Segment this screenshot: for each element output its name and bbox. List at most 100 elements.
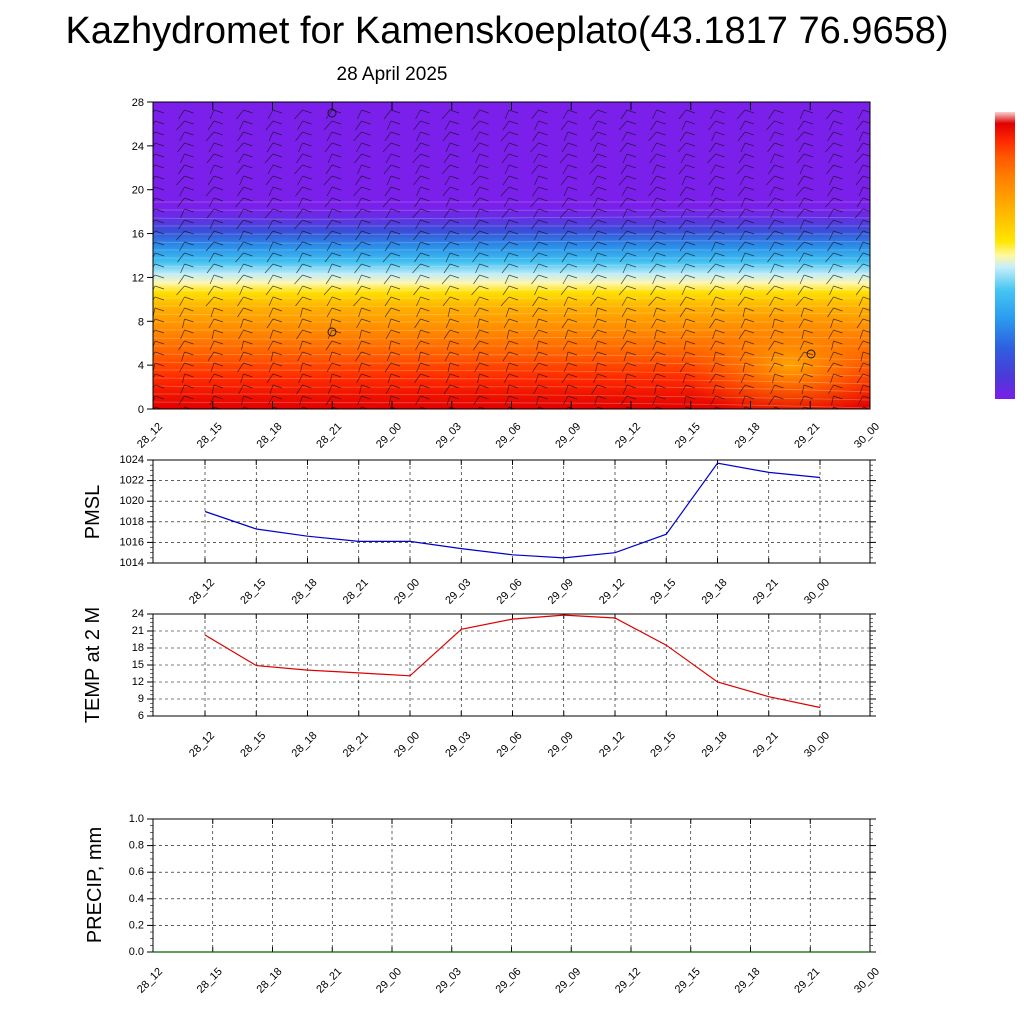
- y-tick-label: 0.8: [129, 840, 144, 852]
- precip-ylabel: PRECIP, mm: [84, 827, 106, 943]
- x-tick-label: 29_00: [374, 966, 404, 996]
- wind-barb: [236, 109, 253, 120]
- wind-barb: [678, 164, 696, 175]
- x-tick-label: 29_09: [553, 966, 583, 996]
- wind-barb: [416, 131, 430, 142]
- wind-barb: [652, 274, 666, 285]
- wind-barb: [560, 230, 578, 241]
- wind-barb: [209, 395, 224, 406]
- wind-barb: [562, 274, 578, 285]
- wind-barb: [268, 241, 283, 252]
- wind-barb: [562, 340, 578, 351]
- wind-barb: [740, 373, 755, 384]
- wind-barb: [737, 186, 755, 197]
- wind-barb: [768, 219, 784, 230]
- wind-barb: [708, 175, 725, 186]
- wind-barb: [472, 252, 489, 263]
- wind-barb: [857, 340, 870, 351]
- wind-barb: [530, 197, 548, 208]
- wind-barb: [383, 274, 401, 285]
- wind-barb: [825, 142, 843, 153]
- wind-barb: [418, 351, 430, 362]
- wind-barb: [563, 362, 578, 373]
- wind-barb: [237, 186, 253, 197]
- wind-barb: [651, 318, 666, 329]
- wind-barb: [357, 395, 371, 406]
- wind-barb: [591, 263, 607, 274]
- precip-panel: 0.0 0.2 0.4 0.6 0.8 1.0 28_12 28_15 28_18 28_21 29…: [84, 813, 882, 996]
- wind-barb: [264, 153, 283, 164]
- y-tick-label: 0.2: [129, 919, 144, 931]
- wind-barb: [561, 197, 578, 208]
- wind-barb: [677, 197, 696, 208]
- wind-barb: [385, 329, 401, 340]
- wind-barb: [354, 208, 371, 219]
- wind-barb: [678, 219, 696, 230]
- wind-barb: [766, 230, 784, 241]
- x-tick-label: 30_00: [852, 966, 882, 996]
- wind-barb: [739, 175, 755, 186]
- wind-barb: [739, 351, 755, 362]
- temp-frame: [152, 613, 871, 717]
- wind-barb: [298, 197, 312, 208]
- x-tick-label: 28_21: [314, 966, 344, 996]
- wind-barb: [268, 131, 283, 142]
- wind-barb: [768, 274, 784, 285]
- wind-barb: [738, 208, 755, 219]
- warm-region: [680, 310, 870, 409]
- wind-barb: [414, 252, 430, 263]
- wind-barb: [795, 131, 814, 142]
- wind-barb: [327, 263, 342, 274]
- wind-barb: [207, 351, 224, 362]
- wind-barb: [563, 186, 578, 197]
- x-tick-label: 28_18: [255, 421, 285, 451]
- wind-barb: [709, 373, 725, 384]
- wind-barb: [325, 219, 342, 230]
- wind-barb: [709, 197, 725, 208]
- wind-barb: [859, 384, 870, 395]
- wind-barb: [621, 131, 637, 142]
- wind-barb: [710, 164, 725, 175]
- wind-barb: [326, 186, 342, 197]
- wind-barb: [474, 307, 489, 318]
- wind-barb: [533, 329, 548, 340]
- wind-barb: [208, 252, 224, 263]
- wind-barb: [563, 296, 578, 307]
- wind-barb: [444, 175, 460, 186]
- wind-barb: [179, 241, 194, 252]
- wind-barb: [207, 230, 224, 241]
- wind-barb: [677, 252, 696, 263]
- wind-barb: [503, 197, 519, 208]
- wind-barb: [180, 263, 194, 274]
- wind-barb: [589, 164, 607, 175]
- wind-barb: [504, 274, 519, 285]
- x-tick-label: 29_15: [673, 421, 703, 451]
- wind-barb: [176, 175, 194, 186]
- wind-barb: [592, 120, 607, 131]
- y-tick-label: 28: [132, 97, 144, 109]
- contour-line: [153, 377, 870, 385]
- wind-barb: [443, 263, 460, 274]
- wind-barb: [736, 109, 755, 120]
- wind-barb: [591, 153, 607, 164]
- x-tick-label: 29_03: [434, 966, 464, 996]
- wind-barb: [415, 340, 430, 351]
- wind-barb: [737, 131, 755, 142]
- wind-barb: [179, 307, 194, 318]
- wind-barb: [831, 395, 843, 406]
- wind-barb: [415, 395, 430, 406]
- wind-barb: [500, 186, 519, 197]
- wind-barb: [532, 307, 548, 318]
- y-tick-label: 12: [132, 676, 144, 688]
- wind-barb: [681, 230, 696, 241]
- wind-barb: [178, 274, 194, 285]
- wind-barb: [416, 307, 430, 318]
- wind-barb: [208, 318, 224, 329]
- wind-barb: [416, 186, 430, 197]
- wind-barb: [769, 307, 784, 318]
- wind-barb: [266, 318, 283, 329]
- wind-barb: [648, 296, 666, 307]
- wind-barb: [534, 285, 548, 296]
- x-tick-label: 28_21: [314, 421, 344, 451]
- wind-barb: [441, 274, 460, 285]
